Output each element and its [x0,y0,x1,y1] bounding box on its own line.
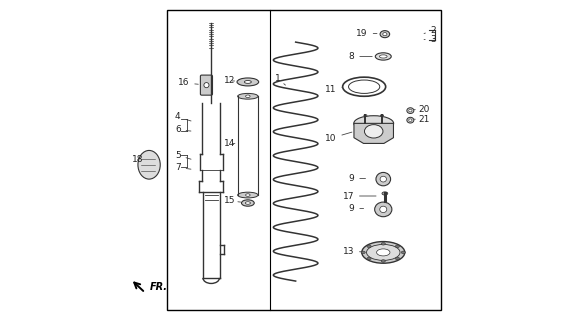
Ellipse shape [381,260,385,262]
Text: FR.: FR. [150,283,168,292]
Text: 16: 16 [178,78,198,87]
Text: 4: 4 [175,113,191,122]
Ellipse shape [349,80,380,93]
Ellipse shape [395,257,399,260]
Text: 9: 9 [349,174,365,183]
Text: 18: 18 [131,155,143,164]
Ellipse shape [138,150,160,179]
Ellipse shape [401,251,406,254]
Ellipse shape [383,33,387,36]
Text: 15: 15 [224,196,241,205]
Text: 3: 3 [424,35,436,44]
Text: 8: 8 [349,52,372,61]
Ellipse shape [241,200,254,206]
Ellipse shape [245,202,250,204]
Ellipse shape [238,192,258,198]
Ellipse shape [365,124,383,138]
Ellipse shape [366,244,400,260]
Ellipse shape [380,55,387,58]
Ellipse shape [381,243,385,245]
Ellipse shape [381,115,384,116]
Ellipse shape [367,257,371,260]
Ellipse shape [367,245,371,248]
Ellipse shape [377,249,390,256]
Ellipse shape [245,81,251,84]
Text: 10: 10 [325,132,352,143]
Text: 7: 7 [175,163,191,172]
Ellipse shape [407,108,414,114]
Text: 12: 12 [224,76,235,85]
Bar [167,10,440,310]
Ellipse shape [237,78,259,86]
Text: 5: 5 [175,151,191,160]
Text: 20: 20 [414,105,430,114]
Ellipse shape [376,172,390,186]
Ellipse shape [409,109,412,112]
Ellipse shape [380,176,386,182]
Ellipse shape [246,95,250,98]
Text: 13: 13 [343,247,362,256]
Ellipse shape [362,242,405,263]
Ellipse shape [374,202,392,217]
Ellipse shape [395,245,399,248]
Ellipse shape [246,194,250,196]
Text: 14: 14 [224,139,235,148]
Ellipse shape [354,116,394,131]
Ellipse shape [407,117,414,123]
Circle shape [204,83,209,88]
Ellipse shape [380,206,387,212]
FancyBboxPatch shape [200,75,212,95]
Ellipse shape [238,93,258,99]
Ellipse shape [380,31,390,38]
Ellipse shape [361,251,365,254]
Text: 21: 21 [414,115,430,124]
Text: 11: 11 [325,85,343,94]
Text: 1: 1 [275,74,286,85]
Ellipse shape [382,192,387,195]
Polygon shape [354,123,394,143]
Text: 2: 2 [424,26,436,35]
Ellipse shape [376,53,391,60]
Ellipse shape [364,115,367,116]
Text: 17: 17 [343,191,376,201]
Text: 19: 19 [356,29,377,38]
Ellipse shape [409,119,412,122]
Text: 9: 9 [349,204,364,213]
Text: 6: 6 [175,125,191,134]
